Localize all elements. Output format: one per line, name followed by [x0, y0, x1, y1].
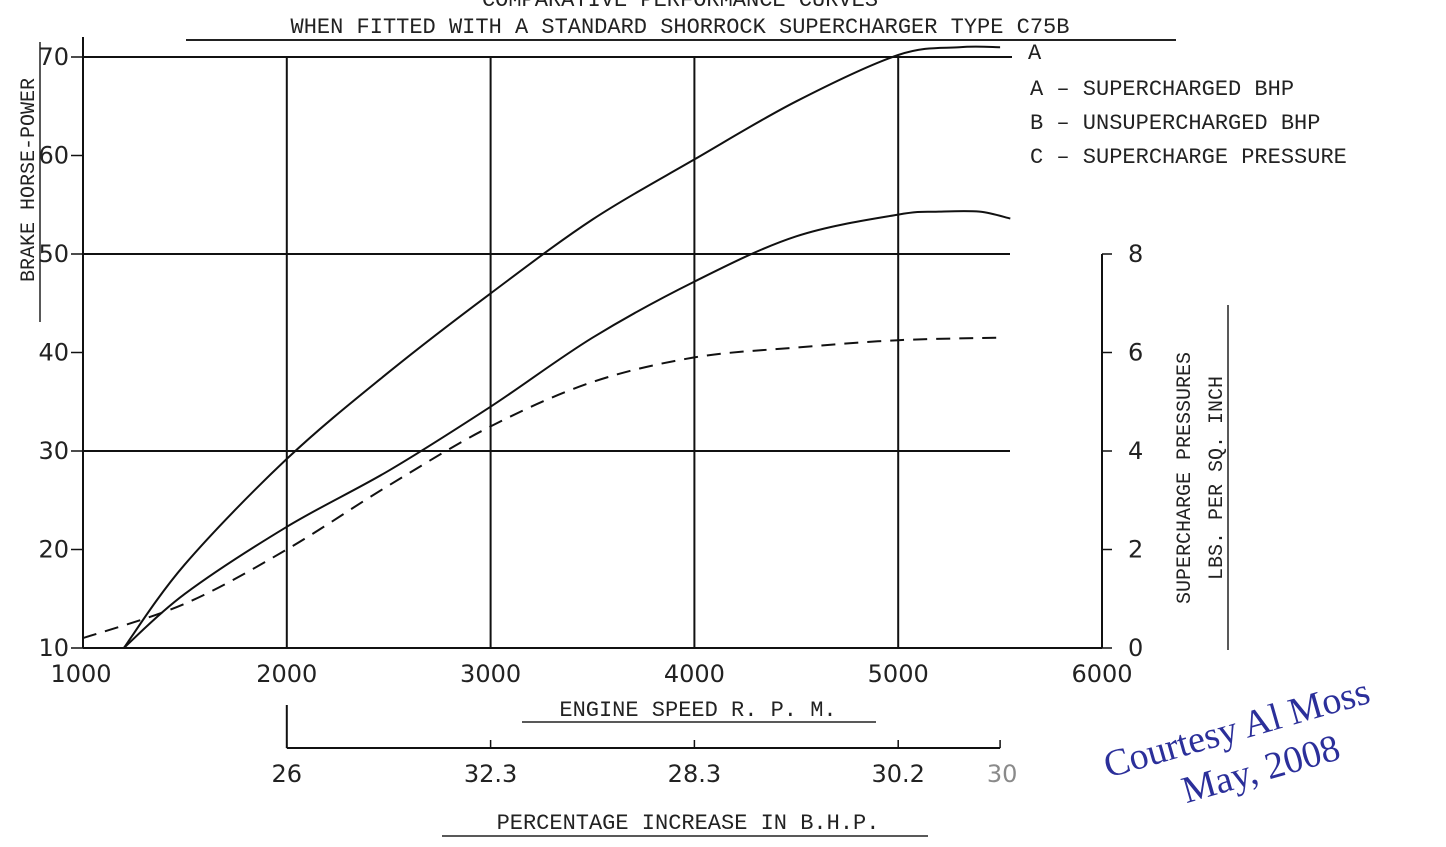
pct-axis-value-5000: 30.2	[871, 760, 924, 788]
pct-axis-value-4000: 28.3	[668, 760, 721, 788]
x-tick-label-3000: 3000	[460, 660, 521, 688]
y-tick-right-label-6: 6	[1128, 339, 1143, 367]
y-tick-left-label-50: 50	[38, 240, 69, 268]
y-tick-left-label-10: 10	[38, 634, 69, 662]
pct-axis-value-5500: 30	[987, 760, 1018, 788]
y-tick-left-label-70: 70	[38, 43, 69, 71]
series-line-C	[82, 336, 1001, 640]
legend-item-C: C – SUPERCHARGE PRESSURE	[1030, 145, 1347, 170]
y-tick-right-label-4: 4	[1128, 437, 1143, 465]
y-tick-left-label-60: 60	[38, 142, 69, 170]
pct-axis-value-2000: 26	[272, 760, 303, 788]
x-tick-label-1000: 1000	[50, 660, 111, 688]
y-axis-right-label-2: LBS. PER SQ. INCH	[1206, 376, 1229, 580]
y-tick-left-label-20: 20	[38, 536, 69, 564]
watermark: Courtesy Al Moss May, 2008	[1099, 670, 1374, 811]
pct-axis-value-3000: 32.3	[464, 760, 517, 788]
chart-title-top: COMPARATIVE PERFORMANCE CURVES	[482, 0, 878, 13]
y-tick-right-label-0: 0	[1128, 634, 1143, 662]
y-axis-left-label: BRAKE HORSE-POWER	[18, 78, 41, 282]
tick-labels: 10 20 30 40 50 60 70 0 2 4 6 8 1000 2000 3000 4000 5000 6…	[38, 43, 1143, 688]
curve-end-label-A: A	[1028, 41, 1042, 66]
x-tick-label-5000: 5000	[868, 660, 929, 688]
y-tick-left-label-40: 40	[38, 339, 69, 367]
percentage-axis: 26 32.3 28.3 30.2 30	[272, 705, 1018, 788]
x-tick-label-2000: 2000	[256, 660, 317, 688]
x-tick-label-6000: 6000	[1071, 660, 1132, 688]
chart-title: WHEN FITTED WITH A STANDARD SHORROCK SUP…	[291, 15, 1070, 40]
percentage-axis-label: PERCENTAGE INCREASE IN B.H.P.	[497, 811, 880, 836]
series-line-A	[122, 45, 1001, 649]
y-tick-right-label-8: 8	[1128, 240, 1143, 268]
grid	[82, 37, 1103, 649]
y-axis-right-label-1: SUPERCHARGE PRESSURES	[1174, 352, 1197, 604]
legend-item-B: B – UNSUPERCHARGED BHP	[1030, 111, 1320, 136]
legend: A – SUPERCHARGED BHP B – UNSUPERCHARGED B…	[1030, 77, 1347, 170]
x-axis-label: ENGINE SPEED R. P. M.	[559, 698, 836, 723]
y-tick-right-label-2: 2	[1128, 536, 1143, 564]
x-tick-label-4000: 4000	[664, 660, 725, 688]
y-tick-left-label-30: 30	[38, 437, 69, 465]
series-line-B	[123, 210, 1011, 649]
legend-item-A: A – SUPERCHARGED BHP	[1030, 77, 1294, 102]
series-group: A	[82, 41, 1042, 649]
